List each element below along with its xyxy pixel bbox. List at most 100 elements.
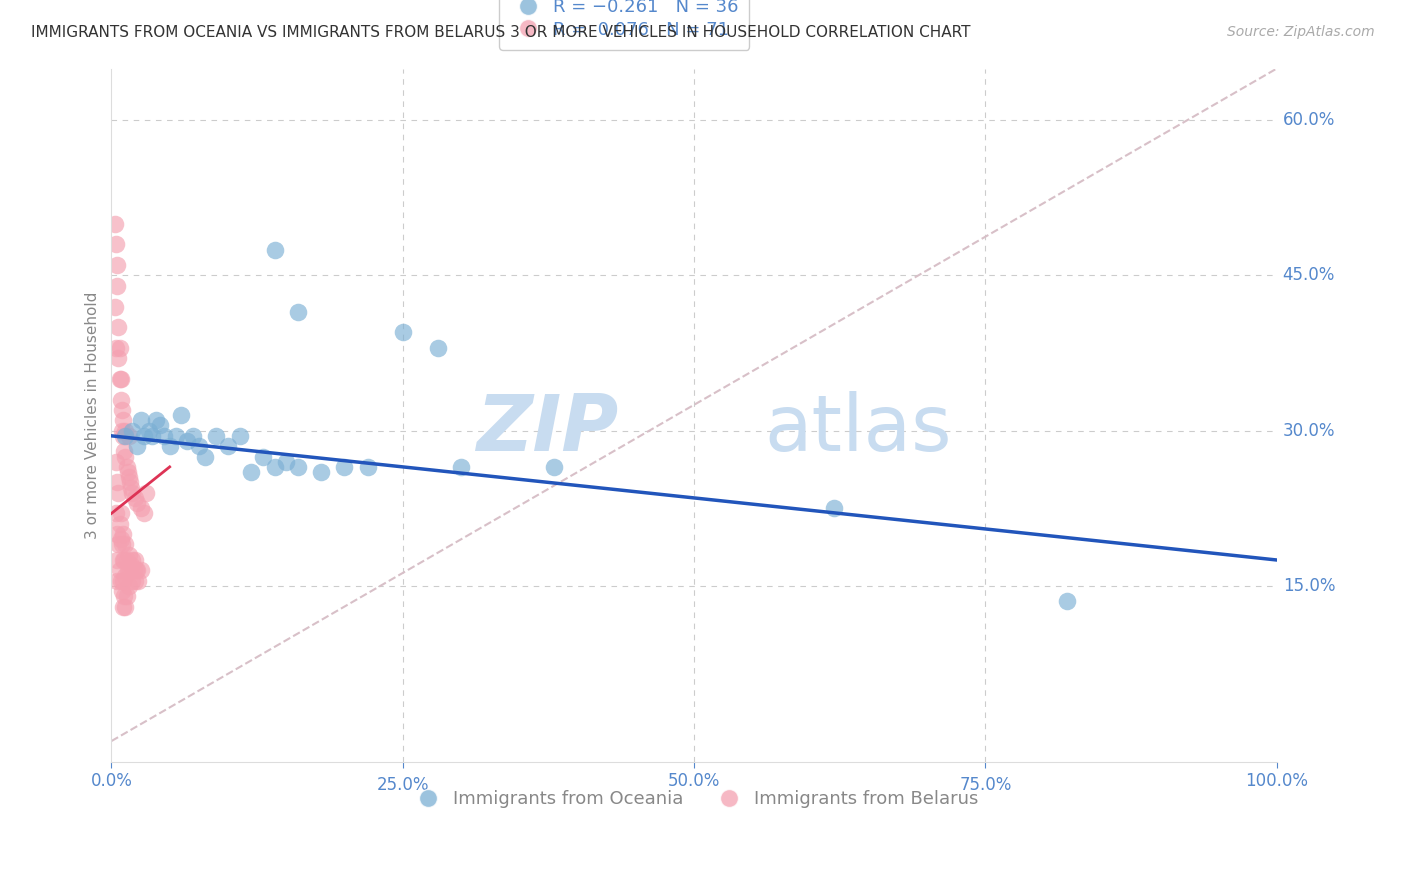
Point — [112, 599, 135, 614]
Point — [135, 485, 157, 500]
Point — [115, 589, 138, 603]
Point — [108, 563, 131, 577]
Point — [263, 459, 285, 474]
Point — [426, 341, 449, 355]
Point — [125, 439, 148, 453]
Y-axis label: 3 or more Vehicles in Household: 3 or more Vehicles in Household — [86, 292, 100, 539]
Point — [129, 563, 152, 577]
Point — [108, 372, 131, 386]
Point — [823, 501, 845, 516]
Point — [104, 300, 127, 314]
Point — [228, 429, 250, 443]
Point — [118, 548, 141, 562]
Point — [114, 424, 136, 438]
Point — [115, 459, 138, 474]
Point — [107, 351, 129, 366]
Point — [159, 439, 181, 453]
Point — [240, 465, 263, 479]
Point — [107, 537, 129, 551]
Point — [110, 372, 132, 386]
Point — [111, 424, 134, 438]
Text: 45.0%: 45.0% — [1282, 267, 1336, 285]
Point — [120, 475, 142, 490]
Point — [194, 450, 217, 464]
Point — [145, 413, 167, 427]
Point — [114, 450, 136, 464]
Point — [117, 563, 139, 577]
Point — [170, 408, 193, 422]
Point — [112, 553, 135, 567]
Point — [217, 439, 239, 453]
Point — [138, 424, 160, 438]
Text: 60.0%: 60.0% — [1282, 112, 1336, 129]
Point — [141, 429, 163, 443]
Point — [110, 507, 132, 521]
Point — [205, 429, 228, 443]
Point — [121, 553, 143, 567]
Point — [125, 563, 148, 577]
Point — [105, 574, 128, 588]
Point — [105, 278, 128, 293]
Point — [114, 568, 136, 582]
Point — [112, 553, 135, 567]
Point — [111, 584, 134, 599]
Text: 75.0%: 75.0% — [959, 775, 1012, 794]
Point — [543, 459, 565, 474]
Point — [115, 553, 138, 567]
Point — [105, 258, 128, 272]
Point — [111, 403, 134, 417]
Text: Source: ZipAtlas.com: Source: ZipAtlas.com — [1227, 25, 1375, 39]
Text: 15.0%: 15.0% — [1282, 577, 1336, 595]
Text: atlas: atlas — [763, 391, 952, 467]
Point — [287, 459, 309, 474]
Point — [153, 429, 176, 443]
Point — [252, 450, 274, 464]
Point — [118, 579, 141, 593]
Text: 25.0%: 25.0% — [377, 775, 429, 794]
Point — [117, 465, 139, 479]
Point — [112, 444, 135, 458]
Point — [118, 429, 141, 443]
Point — [122, 563, 145, 577]
Point — [114, 537, 136, 551]
Point — [121, 574, 143, 588]
Point — [107, 485, 129, 500]
Point — [391, 326, 413, 340]
Point — [118, 470, 141, 484]
Point — [357, 459, 380, 474]
Point — [124, 553, 146, 567]
Point — [121, 485, 143, 500]
Point — [132, 507, 155, 521]
Point — [129, 501, 152, 516]
Text: ZIP: ZIP — [477, 391, 619, 467]
Point — [105, 237, 128, 252]
Point — [263, 243, 285, 257]
Point — [112, 413, 135, 427]
Point — [125, 563, 148, 577]
Point — [276, 455, 298, 469]
Point — [110, 533, 132, 547]
Point — [105, 341, 128, 355]
Point — [125, 496, 148, 510]
Point — [187, 439, 209, 453]
Text: 30.0%: 30.0% — [1282, 422, 1336, 440]
Point — [112, 574, 135, 588]
Point — [333, 459, 356, 474]
Point — [111, 537, 134, 551]
Point — [124, 574, 146, 588]
Point — [105, 475, 128, 490]
Point — [110, 392, 132, 407]
Point — [112, 429, 135, 443]
Point — [105, 507, 128, 521]
Point — [114, 599, 136, 614]
Point — [176, 434, 198, 448]
Point — [287, 304, 309, 318]
Point — [105, 553, 128, 567]
Point — [120, 563, 142, 577]
Point — [121, 424, 143, 438]
Point — [108, 516, 131, 531]
Text: IMMIGRANTS FROM OCEANIA VS IMMIGRANTS FROM BELARUS 3 OR MORE VEHICLES IN HOUSEHO: IMMIGRANTS FROM OCEANIA VS IMMIGRANTS FR… — [31, 25, 970, 40]
Point — [120, 558, 142, 573]
Point — [108, 341, 131, 355]
Point — [129, 413, 152, 427]
